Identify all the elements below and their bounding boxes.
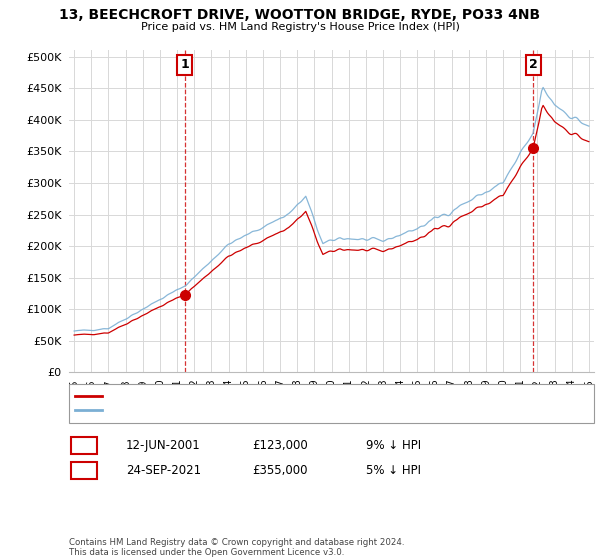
Text: 13, BEECHCROFT DRIVE, WOOTTON BRIDGE, RYDE, PO33 4NB (detached house): 13, BEECHCROFT DRIVE, WOOTTON BRIDGE, RY… xyxy=(106,391,524,401)
Text: £123,000: £123,000 xyxy=(252,438,308,452)
Text: 2: 2 xyxy=(529,58,538,72)
Text: 1: 1 xyxy=(80,438,88,452)
Text: 1: 1 xyxy=(181,58,190,72)
Text: 24-SEP-2021: 24-SEP-2021 xyxy=(126,464,201,477)
Text: £355,000: £355,000 xyxy=(252,464,308,477)
Text: Contains HM Land Registry data © Crown copyright and database right 2024.
This d: Contains HM Land Registry data © Crown c… xyxy=(69,538,404,557)
Text: Price paid vs. HM Land Registry's House Price Index (HPI): Price paid vs. HM Land Registry's House … xyxy=(140,22,460,32)
Text: 9% ↓ HPI: 9% ↓ HPI xyxy=(366,438,421,452)
Text: HPI: Average price, detached house, Isle of Wight: HPI: Average price, detached house, Isle… xyxy=(106,405,364,416)
Text: 5% ↓ HPI: 5% ↓ HPI xyxy=(366,464,421,477)
Text: 2: 2 xyxy=(80,464,88,477)
Text: 12-JUN-2001: 12-JUN-2001 xyxy=(126,438,201,452)
Text: 13, BEECHCROFT DRIVE, WOOTTON BRIDGE, RYDE, PO33 4NB: 13, BEECHCROFT DRIVE, WOOTTON BRIDGE, RY… xyxy=(59,8,541,22)
